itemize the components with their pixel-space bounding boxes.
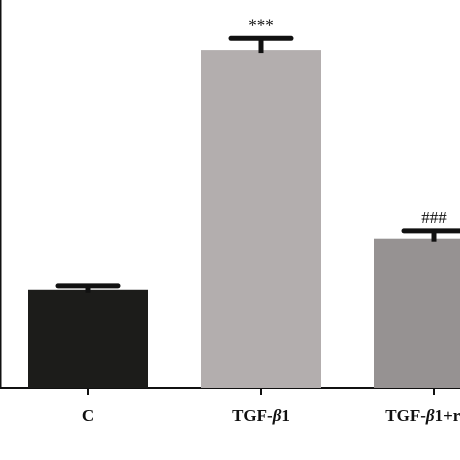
x-tick-labels: C TGF-β1 TGF-β1+resv: [82, 388, 460, 425]
plot-area: *** ###: [28, 15, 460, 389]
bar: [28, 289, 148, 388]
x-tick-label: TGF-β1: [232, 406, 290, 425]
significance-label: ***: [248, 15, 274, 34]
x-tick-label: TGF-β1+resv: [385, 406, 460, 425]
x-tick-label: C: [82, 406, 94, 425]
significance-label: ###: [421, 208, 447, 227]
bar: [201, 50, 321, 389]
bar: [374, 238, 460, 388]
